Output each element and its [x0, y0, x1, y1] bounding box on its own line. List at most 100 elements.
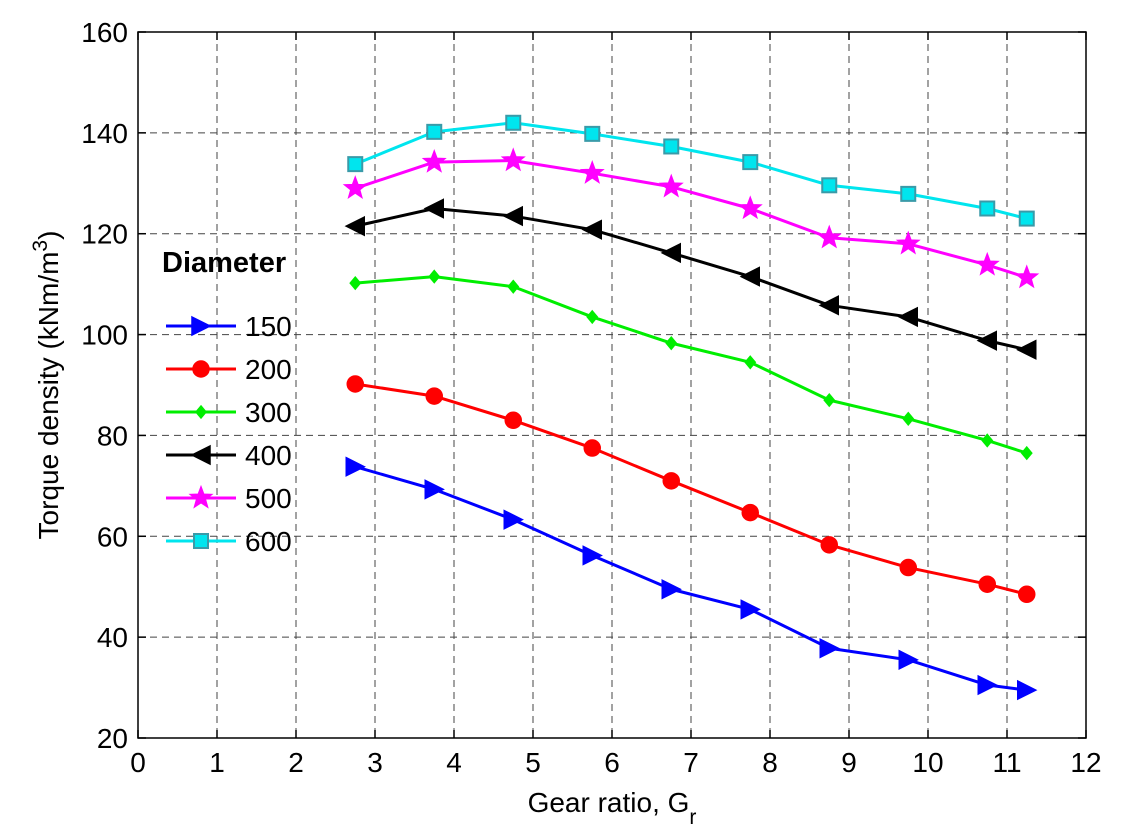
data-point-400 — [581, 219, 602, 240]
y-axis-label-close: ) — [33, 231, 64, 240]
data-point-200 — [899, 558, 917, 577]
data-point-200 — [425, 387, 443, 405]
x-tick-label: 10 — [912, 747, 943, 778]
legend-label: 300 — [245, 397, 292, 428]
data-point-300 — [1020, 445, 1033, 461]
series-line-500 — [354, 159, 1028, 280]
data-point-500 — [579, 160, 605, 184]
x-tick-label: 3 — [367, 747, 383, 778]
data-point-150 — [503, 509, 524, 530]
data-point-400 — [502, 205, 523, 227]
legend-marker — [191, 315, 212, 337]
data-point-600 — [663, 138, 680, 155]
x-tick-label: 8 — [762, 747, 778, 778]
legend-item-600: 600 — [166, 526, 292, 557]
data-point-600 — [821, 177, 838, 194]
data-point-400 — [1016, 339, 1037, 360]
data-point-500 — [737, 195, 763, 220]
data-point-600 — [979, 200, 996, 217]
data-point-600 — [426, 123, 443, 140]
y-tick-label: 140 — [81, 118, 128, 149]
legend-label: 150 — [245, 311, 292, 342]
x-tick-label: 9 — [841, 747, 857, 778]
data-point-300 — [665, 335, 678, 351]
x-tick-label: 12 — [1070, 747, 1101, 778]
legend-marker — [190, 444, 211, 466]
y-axis-label-superscript: 3 — [29, 240, 52, 252]
data-point-400 — [660, 242, 681, 264]
data-point-300 — [349, 275, 362, 291]
y-tick-label: 60 — [97, 521, 128, 552]
legend-marker — [193, 533, 209, 549]
series-line-600 — [354, 121, 1028, 221]
data-point-150 — [1017, 679, 1038, 701]
y-tick-label: 120 — [81, 219, 128, 250]
data-point-600 — [347, 156, 364, 173]
data-point-200 — [741, 503, 759, 522]
data-point-300 — [507, 279, 520, 294]
legend-label: 500 — [245, 483, 292, 514]
series-500 — [342, 147, 1040, 289]
data-point-400 — [423, 198, 444, 219]
data-point-400 — [344, 215, 365, 237]
data-point-150 — [661, 579, 682, 600]
x-axis-label-main: Gear ratio, G — [528, 787, 690, 818]
data-point-300 — [586, 309, 599, 325]
data-point-500 — [500, 147, 526, 172]
data-point-150 — [819, 638, 840, 659]
data-point-600 — [900, 185, 917, 202]
data-point-200 — [504, 411, 522, 430]
data-point-600 — [505, 114, 522, 131]
data-point-500 — [421, 148, 447, 173]
data-point-600 — [1018, 210, 1035, 227]
series-layer — [342, 114, 1040, 701]
y-tick-label: 40 — [97, 622, 128, 653]
legend-item-400: 400 — [166, 440, 292, 471]
data-point-200 — [820, 536, 838, 554]
y-tick-label: 80 — [97, 420, 128, 451]
data-point-300 — [981, 433, 994, 448]
x-axis-label-subscript: r — [689, 806, 696, 829]
data-point-200 — [346, 375, 364, 393]
x-tick-label: 2 — [288, 747, 304, 778]
data-point-200 — [662, 472, 680, 490]
data-point-400 — [976, 330, 997, 351]
x-tick-label: 11 — [992, 747, 1021, 778]
series-300 — [349, 269, 1033, 461]
series-line-400 — [354, 207, 1028, 352]
legend-item-500: 500 — [166, 483, 292, 514]
data-point-300 — [823, 392, 836, 408]
data-point-400 — [818, 295, 839, 316]
series-200 — [346, 375, 1036, 604]
data-point-200 — [978, 575, 996, 593]
legend-label: 400 — [245, 440, 292, 471]
series-600 — [347, 114, 1035, 227]
data-point-400 — [739, 266, 760, 287]
x-tick-label: 7 — [683, 747, 699, 778]
series-400 — [344, 198, 1037, 360]
data-point-500 — [895, 230, 921, 255]
data-point-150 — [345, 456, 366, 477]
data-point-600 — [584, 125, 601, 142]
y-tick-label: 20 — [97, 723, 128, 754]
data-point-500 — [342, 175, 368, 199]
legend-item-300: 300 — [166, 397, 292, 428]
series-150 — [345, 456, 1038, 701]
x-tick-label: 0 — [130, 747, 146, 778]
x-tick-label: 4 — [446, 747, 462, 778]
data-point-150 — [582, 545, 603, 566]
data-point-150 — [898, 649, 919, 671]
legend-item-200: 200 — [166, 354, 292, 385]
series-line-150 — [354, 465, 1027, 692]
data-point-500 — [658, 173, 684, 198]
data-point-500 — [974, 251, 1000, 276]
data-point-150 — [424, 479, 445, 500]
y-tick-label: 100 — [81, 320, 128, 351]
x-tick-label: 6 — [604, 747, 620, 778]
legend-label: 200 — [245, 354, 292, 385]
data-point-400 — [897, 306, 918, 328]
series-line-300 — [355, 275, 1028, 455]
